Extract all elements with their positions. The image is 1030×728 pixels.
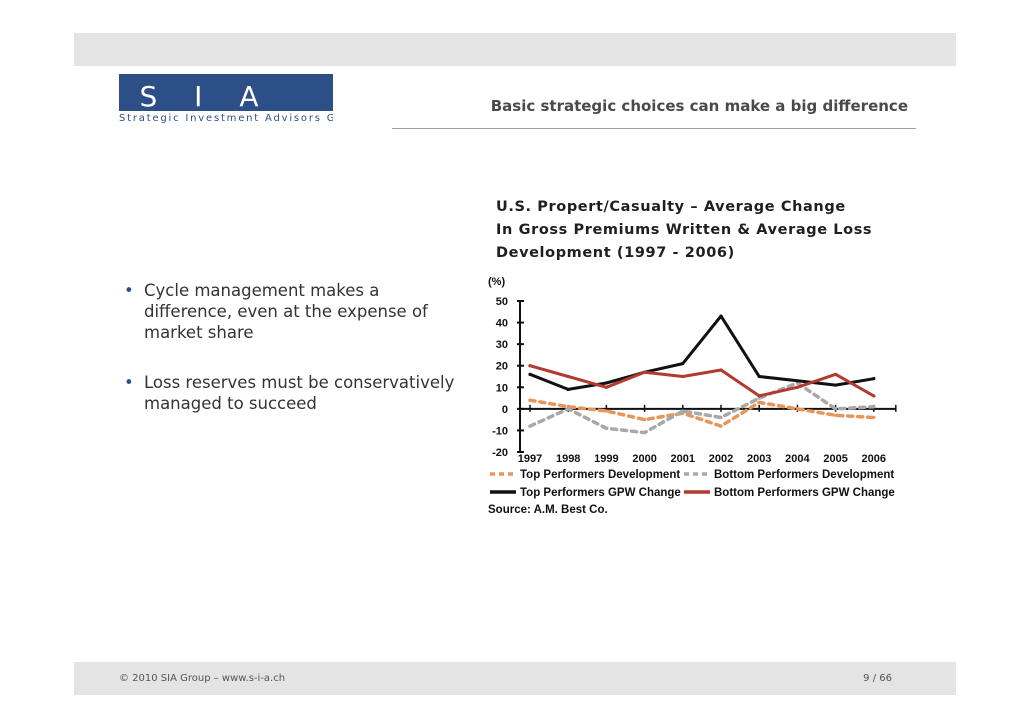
logo-subtitle: Strategic Investment Advisors Group [119,113,333,124]
logo-text: S I A [139,80,273,113]
y-tick-label: 20 [496,361,508,373]
x-tick-label: 1999 [594,453,618,465]
data-point [643,370,647,374]
data-point [834,372,838,376]
x-tick-label: 2006 [862,453,886,465]
x-tick-label: 2002 [709,453,733,465]
bullet-icon: • [124,281,134,300]
data-point [681,374,685,379]
data-point [681,409,685,413]
legend-label: Top Performers Development [520,469,680,481]
data-point [719,368,723,372]
data-point [643,430,647,435]
x-tick-label: 2001 [671,453,695,465]
x-tick-label: 2000 [632,453,656,465]
data-point [795,379,799,383]
x-tick-label: 1997 [518,453,542,465]
chart-title-line: Development (1997 - 2006) [496,245,735,261]
y-tick-label: 10 [496,382,508,394]
data-point [604,381,608,385]
y-tick-label: 50 [496,296,508,308]
data-point [604,426,608,430]
bullet-text: Cycle management makes a difference, eve… [144,281,428,342]
data-point [834,383,838,387]
bullet-text: Loss reserves must be conservatively man… [144,373,455,413]
data-point [757,394,761,398]
bullet-icon: • [124,373,134,392]
y-tick-label: -10 [492,425,508,437]
x-tick-label: 2004 [785,453,810,465]
data-point [872,377,876,381]
data-point [528,424,532,428]
legend-label: Bottom Performers GPW Change [714,487,895,499]
page-number: 9 / 66 [863,673,892,684]
slide-title: Basic strategic choices can make a big d… [490,97,908,115]
data-point [757,374,761,379]
title-divider [392,128,916,129]
legend-label: Top Performers GPW Change [520,487,681,499]
bullet-list: • Cycle management makes a difference, e… [124,280,464,443]
company-logo: S I A [119,74,333,111]
data-point [528,398,532,402]
data-point [604,409,608,413]
data-point [872,415,876,420]
series-line-bottom-performers-development [528,381,876,435]
series-line-bottom-performers-gpw-change [528,364,876,398]
data-point [566,387,570,392]
chart-title-line: In Gross Premiums Written & Average Loss [496,222,873,238]
data-point [528,372,532,376]
bullet-item: • Cycle management makes a difference, e… [124,280,464,343]
data-point [834,407,838,411]
y-tick-label: 0 [502,404,508,416]
data-point [566,374,570,379]
header-bar [74,33,956,66]
series-line-top-performers-development [528,398,876,428]
data-point [643,418,647,422]
data-point [681,361,685,366]
y-tick-label: 40 [496,318,508,330]
y-tick-label: -20 [492,447,508,459]
data-point [566,407,570,411]
series-line-top-performers-gpw-change [528,314,876,391]
data-point [872,394,876,398]
bullet-item: • Loss reserves must be conservatively m… [124,372,464,414]
x-tick-label: 2005 [823,453,847,465]
data-point [719,415,723,420]
footer-copyright: © 2010 SIA Group – www.s-i-a.ch [119,673,286,684]
legend-label: Bottom Performers Development [714,469,894,481]
data-point [795,385,799,389]
y-tick-label: 30 [496,339,508,351]
x-tick-label: 1998 [556,453,580,465]
y-axis-label: (%) [488,276,505,288]
data-point [719,424,723,428]
data-point [604,385,608,389]
loss-development-chart: (%) 50 40 30 20 10 0 -10 -20 1997 1998 1999 2000 2001… [488,276,897,516]
chart-title-line: U.S. Propert/Casualty – Average Change [496,199,846,215]
data-point [528,364,532,368]
data-point [795,407,799,411]
x-tick-label: 2003 [747,453,771,465]
chart-source: Source: A.M. Best Co. [488,504,608,516]
footer-bar [74,662,956,695]
data-point [834,413,838,417]
data-point [872,405,876,409]
chart-title: U.S. Propert/Casualty – Average Change I… [496,196,916,265]
data-point [757,400,761,404]
data-point [719,314,723,318]
